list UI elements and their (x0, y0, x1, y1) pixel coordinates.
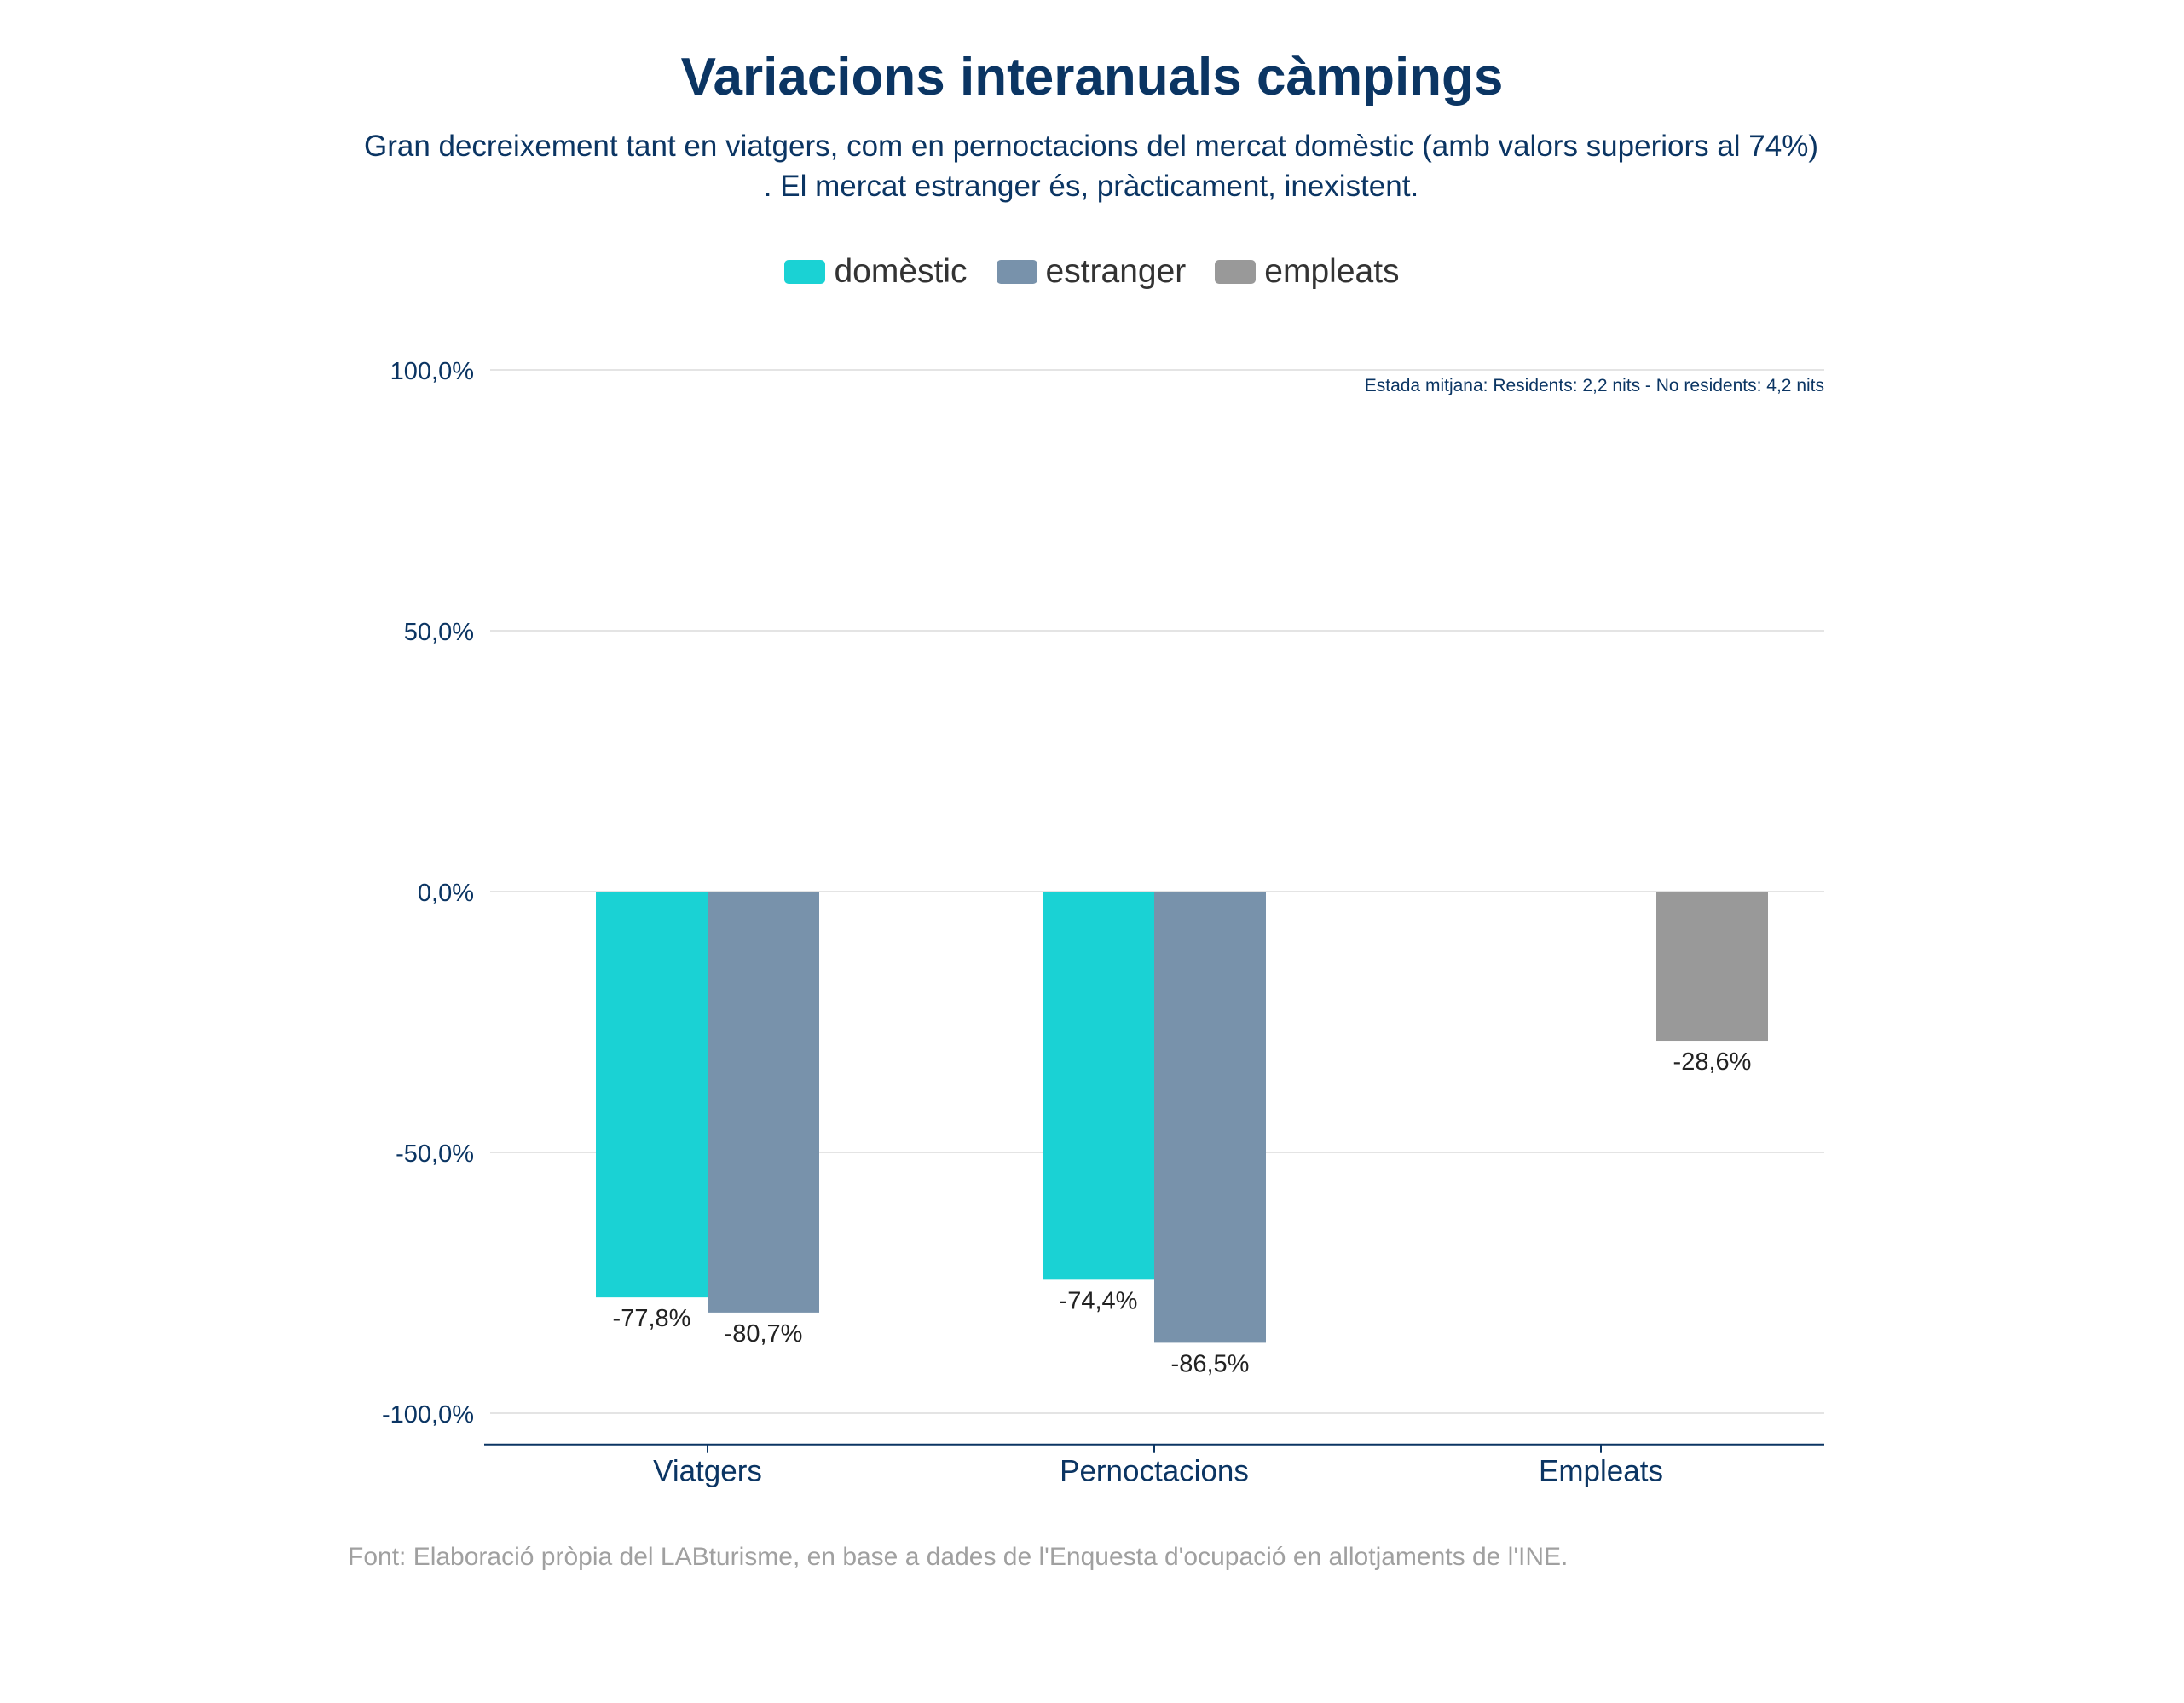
y-tick-label: -100,0% (382, 1401, 474, 1429)
source-note: Font: Elaboració pròpia del LABturisme, … (348, 1543, 1569, 1571)
bar-pernoctacions-1[interactable] (1154, 892, 1266, 1343)
legend-item-empleats[interactable]: empleats (1215, 253, 1400, 291)
average-stay-note: Estada mitjana: Residents: 2,2 nits - No… (1365, 376, 1824, 395)
data-label: -77,8% (613, 1305, 691, 1332)
legend-label-domestic: domèstic (834, 253, 968, 290)
data-label: -74,4% (1060, 1287, 1138, 1314)
legend-item-estranger[interactable]: estranger (996, 253, 1187, 291)
x-tick-label: Viatgers (653, 1455, 762, 1488)
chart-subtitle: Gran decreixement tant en viatgers, com … (324, 126, 1858, 206)
x-tick-label: Empleats (1539, 1455, 1663, 1488)
legend-swatch-estranger (996, 260, 1037, 284)
y-tick-label: 0,0% (418, 880, 474, 907)
data-label: -86,5% (1171, 1350, 1250, 1377)
chart-title: Variacions interanuals càmpings (680, 48, 1504, 107)
legend-swatch-empleats (1215, 260, 1257, 284)
legend: domèstic estranger empleats (0, 253, 2184, 291)
legend-swatch-domestic (784, 260, 826, 284)
bar-viatgers-1[interactable] (708, 892, 819, 1313)
subtitle-line-1: Gran decreixement tant en viatgers, com … (363, 130, 1819, 163)
y-tick-label: -50,0% (396, 1140, 474, 1168)
bar-empleats-2[interactable] (1656, 892, 1768, 1042)
y-axis-ticks: 100,0% 50,0% 0,0% -50,0% -100,0% (382, 358, 474, 1429)
legend-item-domestic[interactable]: domèstic (784, 253, 968, 291)
data-label: -80,7% (725, 1320, 803, 1348)
legend-label-empleats: empleats (1264, 253, 1400, 290)
bars (596, 892, 1768, 1343)
x-tick-label: Pernoctacions (1060, 1455, 1249, 1488)
data-label: -28,6% (1673, 1048, 1752, 1076)
y-tick-label: 50,0% (404, 619, 474, 646)
legend-label-estranger: estranger (1045, 253, 1187, 290)
y-tick-label: 100,0% (390, 358, 474, 385)
subtitle-line-2: . El mercat estranger és, pràcticament, … (763, 170, 1419, 203)
bar-pernoctacions-0[interactable] (1043, 892, 1154, 1280)
bar-viatgers-0[interactable] (596, 892, 708, 1298)
data-labels: -77,8% -80,7% -74,4% -86,5% -28,6% (613, 1048, 1752, 1377)
x-axis: Viatgers Pernoctacions Empleats (484, 1443, 1824, 1488)
